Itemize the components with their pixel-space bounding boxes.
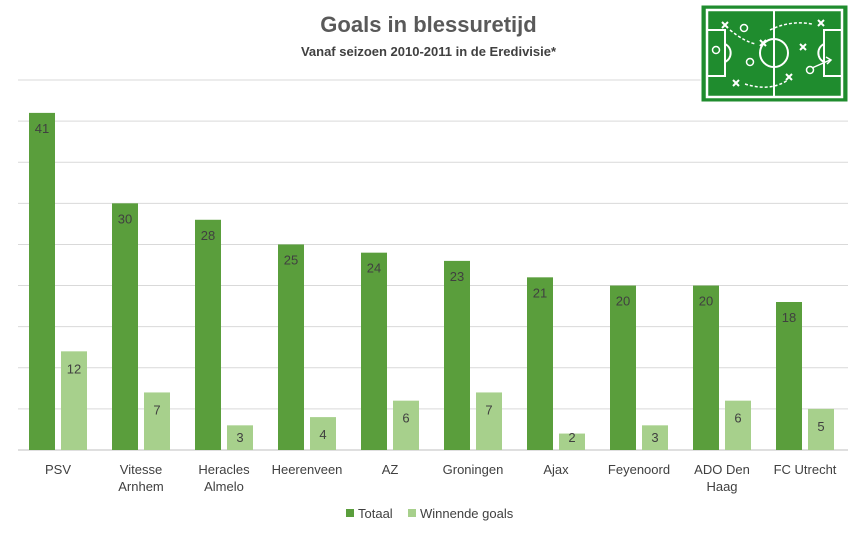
data-label: 20: [699, 294, 713, 309]
category-label: Vitesse: [120, 462, 162, 477]
bar-totaal: [444, 260, 470, 450]
data-label: 3: [236, 430, 243, 445]
bar-totaal: [527, 277, 553, 450]
bar-totaal: [278, 244, 304, 450]
bar-totaal: [112, 203, 138, 450]
category-labels: PSV Vitesse Arnhem Heracles Almelo Heerenveen…: [45, 462, 837, 494]
category-label: Feyenoord: [608, 462, 670, 477]
category-label: Haag: [706, 479, 737, 494]
bar-totaal: [29, 112, 55, 450]
category-label: Arnhem: [118, 479, 164, 494]
category-label: ADO Den: [694, 462, 750, 477]
category-label: Almelo: [204, 479, 244, 494]
bar-winnende-goals: [808, 408, 834, 450]
legend: Totaal Winnende goals: [346, 506, 514, 521]
bars: [29, 112, 834, 450]
data-label: 23: [450, 269, 464, 284]
category-label: FC Utrecht: [774, 462, 837, 477]
legend-label: Totaal: [358, 506, 393, 521]
data-label: 12: [67, 361, 81, 376]
data-label: 41: [35, 121, 49, 136]
bar-winnende-goals: [227, 425, 253, 450]
bar-winnende-goals: [144, 392, 170, 450]
data-label: 5: [817, 419, 824, 434]
data-label: 30: [118, 211, 132, 226]
category-label: AZ: [382, 462, 399, 477]
bar-winnende-goals: [642, 425, 668, 450]
data-label: 25: [284, 252, 298, 267]
chart-title: Goals in blessuretijd: [320, 12, 537, 37]
category-label: Heerenveen: [272, 462, 343, 477]
bar-totaal: [195, 219, 221, 450]
data-label: 7: [485, 402, 492, 417]
data-label: 4: [319, 427, 326, 442]
data-label: 7: [153, 402, 160, 417]
category-label: Ajax: [543, 462, 569, 477]
data-labels: 41 12 30 7 28 3 25 4 24 6 23 7 21 2 20 3 20 6 18 5: [35, 121, 825, 445]
data-label: 20: [616, 294, 630, 309]
gridlines: [18, 79, 848, 451]
data-label: 21: [533, 285, 547, 300]
bar-winnende-goals: [61, 351, 87, 450]
bar-totaal: [693, 285, 719, 450]
data-label: 24: [367, 261, 381, 276]
bar-winnende-goals: [393, 400, 419, 450]
football-tactics-board-icon: [700, 4, 849, 103]
data-label: 28: [201, 228, 215, 243]
data-label: 6: [734, 411, 741, 426]
chart-subtitle: Vanaf seizoen 2010-2011 in de Eredivisie…: [300, 44, 557, 59]
data-label: 18: [782, 310, 796, 325]
category-label: Heracles: [198, 462, 250, 477]
data-label: 3: [651, 430, 658, 445]
bar-totaal: [776, 302, 802, 450]
data-label: 2: [568, 430, 575, 445]
category-label: PSV: [45, 462, 71, 477]
bar-winnende-goals: [310, 417, 336, 450]
bar-winnende-goals: [476, 392, 502, 450]
legend-label: Winnende goals: [420, 506, 514, 521]
bar-totaal: [610, 285, 636, 450]
legend-swatch-winnende-goals: [408, 509, 416, 517]
bar-totaal: [361, 252, 387, 450]
bar-winnende-goals: [559, 433, 585, 450]
category-label: Groningen: [443, 462, 504, 477]
legend-swatch-totaal: [346, 509, 354, 517]
data-label: 6: [402, 411, 409, 426]
bar-winnende-goals: [725, 400, 751, 450]
